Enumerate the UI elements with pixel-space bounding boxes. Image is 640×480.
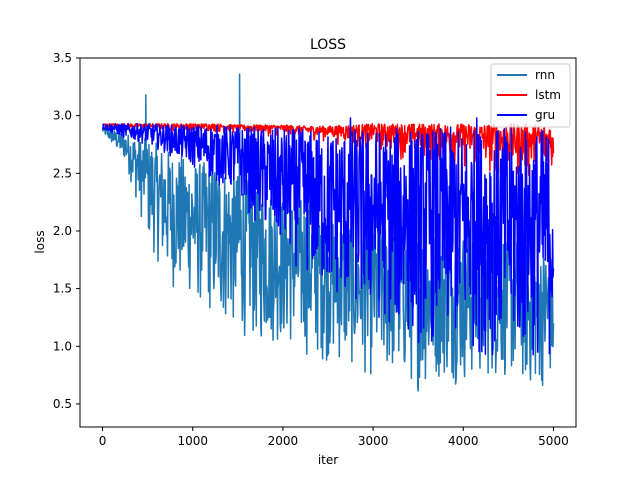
x-tick-label: 3000 (358, 434, 389, 448)
y-tick-label: 2.0 (53, 224, 72, 238)
chart-title: LOSS (310, 37, 346, 53)
x-tick-label: 5000 (538, 434, 569, 448)
y-tick-label: 3.5 (53, 51, 72, 65)
series-line-gru (101, 117, 555, 356)
y-axis-label: loss (33, 230, 47, 253)
y-tick-label: 1.0 (53, 339, 72, 353)
x-tick-label: 4000 (448, 434, 479, 448)
y-tick-label: 2.5 (53, 166, 72, 180)
plot-frame (79, 57, 577, 428)
y-tick-label: 0.5 (53, 397, 72, 411)
legend: rnn lstm gru (490, 63, 571, 128)
x-axis-label: iter (318, 453, 338, 467)
x-tick-label: 2000 (268, 434, 299, 448)
x-axis: 0 1000 2000 3000 4000 5000 (99, 427, 569, 448)
x-tick-label: 0 (99, 434, 107, 448)
y-tick-label: 3.0 (53, 109, 72, 123)
x-tick-label: 1000 (177, 434, 208, 448)
legend-label-lstm: lstm (535, 88, 561, 102)
y-axis: 0.5 1.0 1.5 2.0 2.5 3.0 3.5 (53, 51, 80, 411)
plot-area (101, 73, 555, 392)
series-layer (101, 73, 555, 392)
legend-box (490, 63, 571, 128)
legend-label-rnn: rnn (535, 68, 555, 82)
y-tick-label: 1.5 (53, 282, 72, 296)
legend-label-gru: gru (535, 108, 555, 122)
